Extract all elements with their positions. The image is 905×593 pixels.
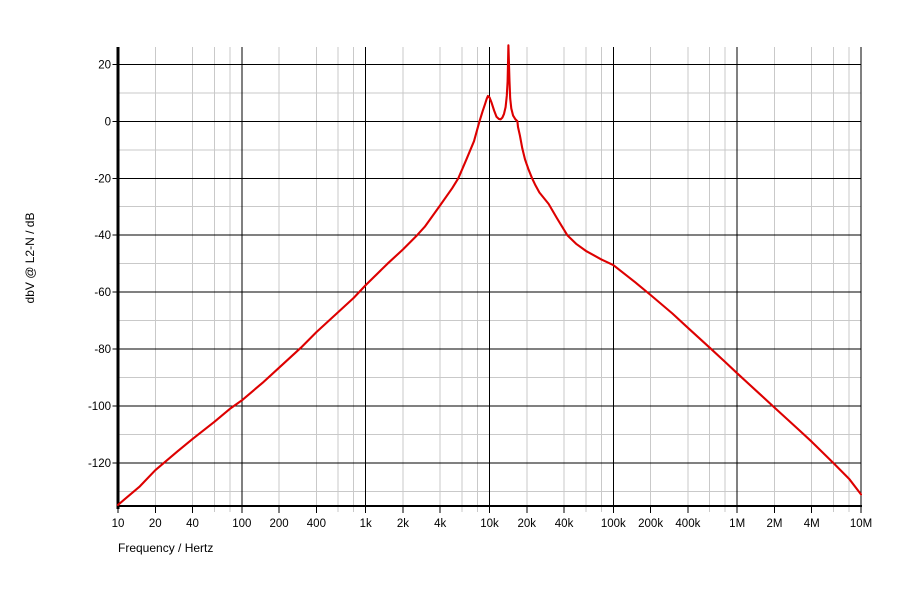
response-curve — [117, 44, 862, 506]
x-tick-label: 100k — [601, 518, 626, 530]
x-tick-label: 20k — [518, 518, 537, 530]
x-tick-label: 1k — [360, 518, 372, 530]
y-axis-title: dbV @ L2-N / dB — [23, 212, 37, 304]
x-tick-label: 400k — [675, 518, 700, 530]
x-tick-label: 400 — [307, 518, 326, 530]
y-tick-label: 0 — [105, 116, 111, 128]
y-tick-label: -120 — [88, 458, 111, 470]
y-axis-line — [116, 47, 120, 509]
x-tick-label: 4M — [804, 518, 820, 530]
x-tick-label: 1M — [729, 518, 745, 530]
x-tick-label: 10M — [850, 518, 872, 530]
x-axis-title: Frequency / Hertz — [118, 541, 214, 555]
x-tick-label: 2M — [766, 518, 782, 530]
y-tick-label: -60 — [94, 287, 111, 299]
y-tick-label: 20 — [98, 59, 111, 71]
y-tick-label: -80 — [94, 344, 111, 356]
x-tick-label: 200k — [638, 518, 663, 530]
x-tick-label: 40k — [555, 518, 574, 530]
x-axis-line — [116, 505, 862, 507]
x-tick-label: 200 — [270, 518, 289, 530]
y-tick-label: -100 — [88, 401, 111, 413]
x-tick-label: 40 — [186, 518, 199, 530]
x-tick-label: 4k — [434, 518, 446, 530]
x-tick-label: 10k — [480, 518, 499, 530]
x-tick-label: 10 — [112, 518, 125, 530]
x-tick-label: 2k — [397, 518, 409, 530]
y-tick-label: -40 — [94, 230, 111, 242]
x-tick-label: 20 — [149, 518, 162, 530]
y-tick-label: -20 — [94, 173, 111, 185]
x-tick-label: 100 — [232, 518, 251, 530]
